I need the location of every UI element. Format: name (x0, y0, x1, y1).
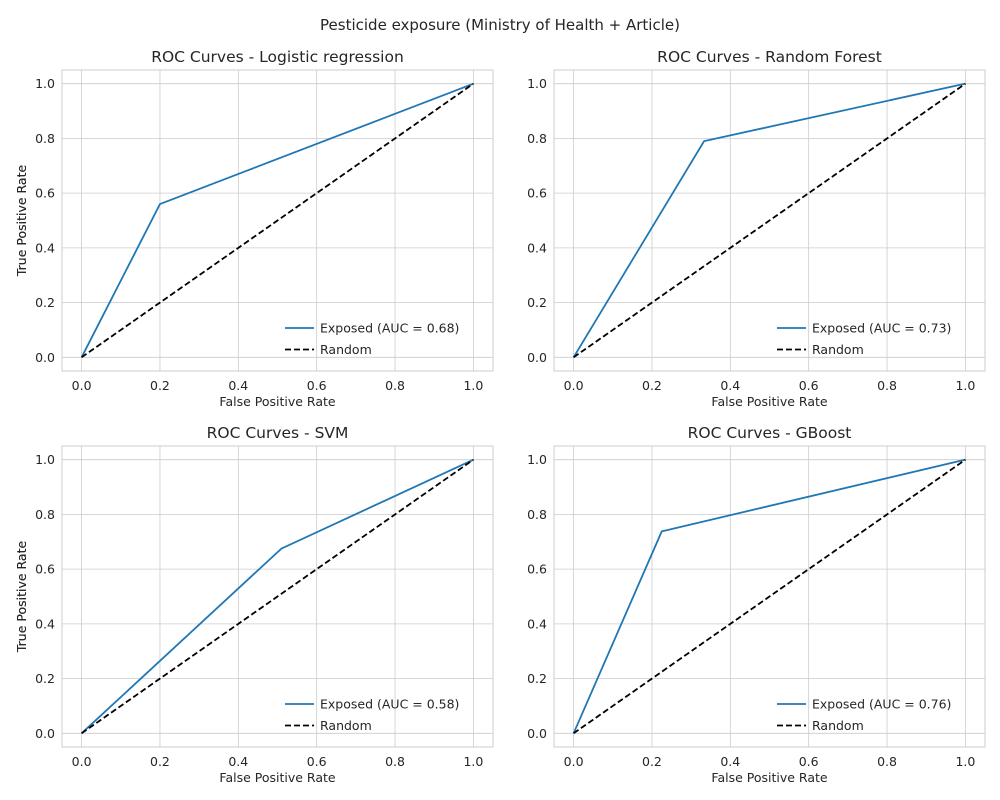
axes-frame (553, 69, 986, 372)
legend-label: Random (320, 342, 372, 357)
y-tick-label: 0.0 (527, 350, 547, 365)
subplot-title: ROC Curves - SVM (207, 424, 349, 442)
x-tick-label: 0.2 (642, 378, 662, 393)
subplot-3: 0.0 0.2 0.4 0.6 0.8 1.0 0.0 0.2 0.4 0.6 0.8 1.0 ROC … (14, 424, 494, 785)
y-tick-label: 0.0 (35, 726, 55, 741)
y-tick-label: 0.2 (527, 295, 547, 310)
random-baseline-line (81, 82, 474, 359)
y-tick-label: 0.8 (527, 131, 547, 146)
roc-curve-line (80, 458, 474, 734)
x-tick-label: 0.0 (72, 378, 92, 393)
legend: Exposed (AUC = 0.68) Random (285, 321, 459, 357)
y-tick-label: 1.0 (527, 76, 547, 91)
legend-label: Exposed (AUC = 0.58) (320, 697, 459, 712)
x-axis-label: False Positive Rate (711, 394, 827, 409)
roc-curve-line (572, 458, 966, 734)
x-tick-label: 0.4 (720, 754, 740, 769)
legend-label: Random (812, 342, 864, 357)
x-tick-label: 0.4 (720, 378, 740, 393)
x-tick-label: 0.8 (385, 378, 405, 393)
x-axis-label: False Positive Rate (711, 770, 827, 785)
x-tick-label: 0.2 (642, 754, 662, 769)
x-axis-label: False Positive Rate (219, 394, 335, 409)
x-axis-label: False Positive Rate (219, 770, 335, 785)
y-tick-label: 1.0 (35, 76, 55, 91)
y-tick-label: 0.0 (35, 350, 55, 365)
legend: Exposed (AUC = 0.73) Random (777, 321, 951, 357)
x-tick-label: 1.0 (463, 378, 483, 393)
x-tick-label: 0.0 (564, 378, 584, 393)
x-tick-label: 0.6 (307, 754, 327, 769)
x-tick-label: 0.4 (228, 754, 248, 769)
subplot-title: ROC Curves - Random Forest (657, 48, 882, 66)
axes-frame (61, 69, 494, 372)
y-axis-label: True Positive Rate (14, 541, 29, 654)
axes-frame (61, 445, 494, 748)
y-tick-label: 1.0 (527, 452, 547, 467)
random-baseline-line (573, 82, 966, 359)
y-tick-label: 0.6 (35, 186, 55, 201)
legend-label: Random (320, 718, 372, 733)
y-axis-label: True Positive Rate (14, 541, 29, 654)
y-tick-label: 0.6 (35, 562, 55, 577)
subplot-grid: 0.0 0.2 0.4 0.6 0.8 1.0 0.0 0.2 0.4 0.6 0.8 1.0 ROC … (14, 48, 986, 785)
y-tick-label: 0.2 (35, 671, 55, 686)
y-tick-label: 0.4 (35, 240, 55, 255)
y-axis-label: True Positive Rate (14, 165, 29, 278)
legend-label: Exposed (AUC = 0.73) (812, 321, 951, 336)
y-tick-label: 0.8 (35, 507, 55, 522)
y-tick-label: 0.4 (527, 616, 547, 631)
y-tick-label: 0.4 (35, 616, 55, 631)
x-tick-label: 0.4 (228, 378, 248, 393)
x-tick-label: 0.0 (72, 754, 92, 769)
subplot-title: ROC Curves - Logistic regression (151, 48, 404, 66)
legend-label: Exposed (AUC = 0.76) (812, 697, 951, 712)
x-tick-label: 0.8 (877, 378, 897, 393)
x-tick-label: 1.0 (463, 754, 483, 769)
legend-label: Exposed (AUC = 0.68) (320, 321, 459, 336)
subplot-1: 0.0 0.2 0.4 0.6 0.8 1.0 0.0 0.2 0.4 0.6 0.8 1.0 ROC … (14, 48, 494, 409)
x-tick-label: 0.6 (799, 378, 819, 393)
x-tick-label: 1.0 (955, 378, 975, 393)
subplot-title: ROC Curves - GBoost (688, 424, 852, 442)
x-tick-label: 0.0 (564, 754, 584, 769)
y-axis-label: True Positive Rate (14, 165, 29, 278)
y-tick-label: 0.8 (527, 507, 547, 522)
figure-title: Pesticide exposure (Ministry of Health +… (320, 16, 680, 34)
y-tick-label: 0.2 (35, 295, 55, 310)
x-tick-label: 1.0 (955, 754, 975, 769)
x-tick-label: 0.2 (150, 378, 170, 393)
random-baseline-line (573, 458, 966, 735)
random-baseline-line (81, 458, 474, 735)
legend: Exposed (AUC = 0.76) Random (777, 697, 951, 733)
y-tick-label: 0.0 (527, 726, 547, 741)
y-tick-label: 1.0 (35, 452, 55, 467)
x-tick-label: 0.6 (307, 378, 327, 393)
axes-frame (553, 445, 986, 748)
x-tick-label: 0.8 (877, 754, 897, 769)
y-tick-label: 0.4 (527, 240, 547, 255)
y-tick-label: 0.8 (35, 131, 55, 146)
y-tick-label: 0.2 (527, 671, 547, 686)
subplot-4: 0.0 0.2 0.4 0.6 0.8 1.0 0.0 0.2 0.4 0.6 0.8 1.0 ROC … (14, 424, 986, 785)
roc-curve-line (572, 82, 966, 358)
y-tick-label: 0.6 (527, 186, 547, 201)
x-tick-label: 0.6 (799, 754, 819, 769)
legend-label: Random (812, 718, 864, 733)
x-tick-label: 0.8 (385, 754, 405, 769)
legend: Exposed (AUC = 0.58) Random (285, 697, 459, 733)
y-tick-label: 0.6 (527, 562, 547, 577)
x-tick-label: 0.2 (150, 754, 170, 769)
roc-curve-line (80, 82, 474, 358)
subplot-2: 0.0 0.2 0.4 0.6 0.8 1.0 0.0 0.2 0.4 0.6 0.8 1.0 ROC … (14, 48, 986, 409)
